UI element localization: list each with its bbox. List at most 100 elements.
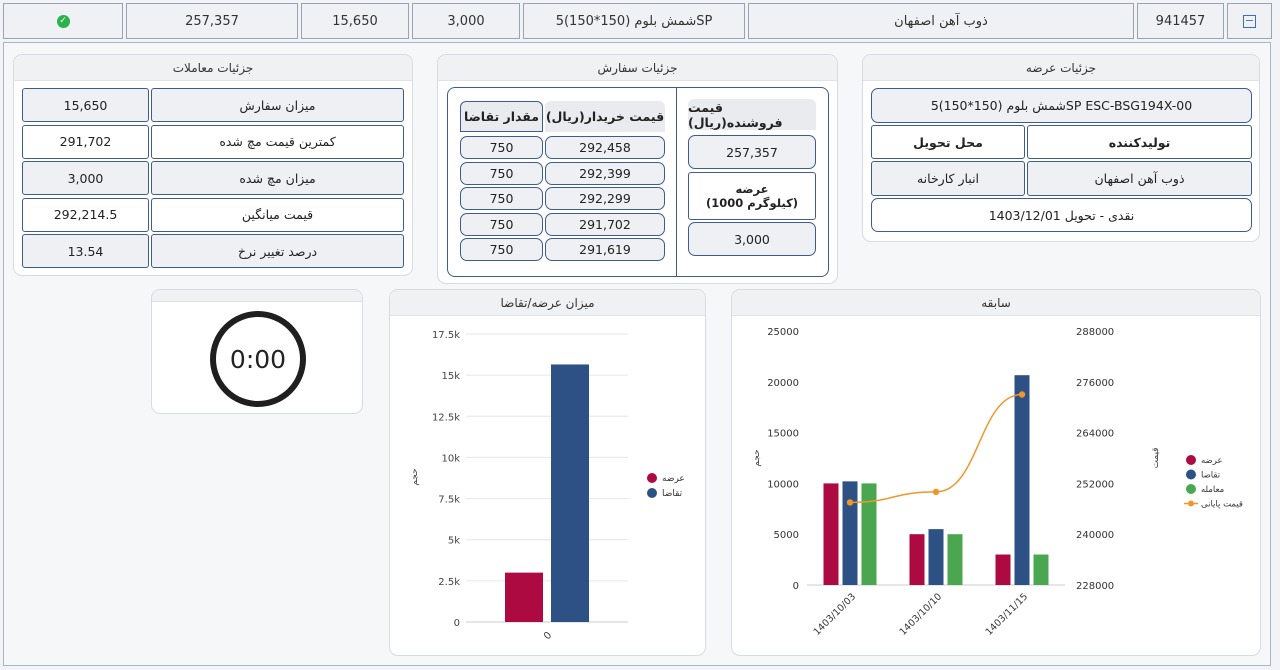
legend-label-1: تقاضا (662, 489, 683, 499)
y2-axis-label: قیمت (1151, 447, 1161, 468)
legend-label-3: قیمت پایانی (1201, 500, 1243, 510)
bar-2-1 (947, 534, 963, 585)
settlement-value: نقدی - تحویل 1403/12/01 (871, 198, 1252, 232)
y-tick-label: 15000 (767, 429, 799, 440)
y-tick-label: 20000 (767, 378, 799, 389)
trade-value: 13.54 (22, 234, 149, 268)
top-summary-row: ✓ 257,357 15,650 3,000 شمش بلوم (150*150… (0, 0, 1280, 42)
offer-product-name: شمش بلوم (150*150)5SP ESC-BSG194X-00 (871, 88, 1252, 123)
buyer-price-cell: 292,458 (545, 136, 665, 159)
delivery-place-label: محل تحویل (871, 125, 1025, 159)
y-tick-label: 0 (454, 618, 460, 629)
history-chart: 0 5000 10000 15000 20000 25000 228000 240000 252… (752, 327, 1243, 638)
seller-price-value: 257,357 (688, 135, 816, 169)
legend-marker-2 (1186, 484, 1196, 494)
x-tick-label: 1403/11/15 (984, 591, 1031, 638)
supply-unit-text: (1000 کیلوگرم) (705, 196, 799, 210)
order-details-card: جزئیات سفارش قیمت فروشنده(ریال) 257,357 … (437, 54, 838, 284)
history-chart-card: سابقه 0 5000 10000 15000 20000 25000 228000 240… (731, 289, 1261, 656)
y-tick-label: 2.5k (438, 577, 460, 588)
demand-qty-header: مقدار تقاضا (460, 101, 543, 132)
check-circle-icon: ✓ (56, 14, 70, 28)
legend-label-0: عرضه (1201, 456, 1223, 466)
y-tick-label: 17.5k (432, 330, 460, 341)
supply-demand-chart-title: میزان عرضه/تقاضا (390, 290, 705, 316)
y2-tick-label: 240000 (1076, 530, 1114, 541)
buyer-price-cell: 292,299 (545, 187, 665, 210)
order-volume-cell: 15,650 (301, 3, 409, 39)
countdown-timer: 0:00 (210, 311, 306, 407)
y2-tick-label: 264000 (1076, 429, 1114, 440)
trade-label: درصد تغییر نرخ (151, 234, 404, 268)
y2-tick-label: 276000 (1076, 378, 1114, 389)
code-cell: 941457 (1137, 3, 1224, 39)
legend-marker-0 (1186, 455, 1196, 465)
timer-value: 0:00 (229, 344, 287, 374)
y-tick-label: 15k (441, 371, 460, 382)
status-cell: ✓ (3, 3, 123, 39)
bar-0-2 (995, 554, 1011, 585)
y-tick-label: 10000 (767, 479, 799, 490)
buyer-price-cell: 291,702 (545, 212, 665, 236)
y-axis-label: حجم (752, 449, 762, 466)
buyer-price-cell: 291,619 (545, 238, 665, 261)
legend-label-2: معامله (1201, 485, 1224, 495)
timer-card-header (152, 290, 362, 302)
demand-qty-cell: 750 (460, 161, 543, 185)
y-axis-label: حجم (410, 468, 420, 485)
x-tick-label: 1403/10/10 (898, 591, 945, 638)
y2-tick-label: 288000 (1076, 327, 1114, 338)
producer-value: ذوب آهن اصفهان (1027, 161, 1252, 196)
order-details-title: جزئیات سفارش (438, 55, 837, 81)
closing-price-line (849, 393, 1023, 504)
bar-0-1 (909, 534, 925, 585)
y-tick-label: 5k (448, 536, 460, 547)
trade-label: قیمت میانگین (151, 197, 404, 232)
x-tick-label: 1403/10/03 (812, 591, 859, 638)
trade-details-title: جزئیات معاملات (14, 55, 412, 81)
supply-demand-chart-card: میزان عرضه/تقاضا 0 2.5k 5k 7.5k 10k 12.5k 15k 1… (389, 289, 706, 656)
supply-value: 3,000 (688, 222, 816, 256)
timer-card: 0:00 (151, 289, 363, 414)
y-tick-label: 10k (441, 453, 460, 464)
trade-value: 291,702 (22, 124, 149, 159)
trade-value: 15,650 (22, 88, 149, 122)
legend-marker-0 (647, 473, 657, 483)
y2-tick-label: 252000 (1076, 479, 1114, 490)
buyer-price-header: قیمت خریدار(ریال) (545, 101, 665, 132)
product-cell: شمش بلوم (150*150)5SP (523, 3, 745, 39)
collapse-row-button[interactable]: − (1227, 3, 1272, 39)
seller-price-header: قیمت فروشنده(ریال) (688, 99, 816, 130)
bar-2-2 (1033, 554, 1049, 585)
history-chart-title: سابقه (732, 290, 1260, 316)
legend-label-0: عرضه (662, 474, 685, 484)
trade-label: میزان سفارش (151, 88, 404, 122)
y2-tick-label: 228000 (1076, 581, 1114, 592)
quantity-cell: 3,000 (412, 3, 520, 39)
y-tick-label: 25000 (767, 327, 799, 338)
bar-1-1 (928, 529, 944, 585)
y-tick-label: 7.5k (438, 495, 460, 506)
bar-0 (505, 572, 543, 622)
order-book-divider (676, 87, 677, 277)
base-price-cell: 257,357 (126, 3, 298, 39)
y-tick-label: 0 (793, 581, 799, 592)
closing-price-point-2 (1018, 391, 1026, 398)
legend-label-1: تقاضا (1201, 471, 1221, 481)
minus-square-icon[interactable]: − (1243, 13, 1256, 28)
supply-label: عرضه (1000 کیلوگرم) (688, 172, 816, 220)
supply-demand-chart: 0 2.5k 5k 7.5k 10k 12.5k 15k 17.5k 0 حجم عرضه تقاضا (410, 330, 685, 642)
y-tick-label: 12.5k (432, 412, 460, 423)
producer-cell: ذوب آهن اصفهان (748, 3, 1134, 39)
bar-1-2 (1014, 375, 1030, 585)
trade-details-card: جزئیات معاملات میزان سفارش 15,650 کمترین ق… (13, 54, 413, 276)
buyer-price-cell: 292,399 (545, 161, 665, 185)
offer-details-card: جزئیات عرضه شمش بلوم (150*150)5SP ESC-BS… (862, 54, 1260, 242)
legend-marker-1 (1186, 469, 1196, 480)
bar-1-0 (842, 481, 858, 585)
closing-price-point-1 (932, 488, 940, 496)
trade-value: 3,000 (22, 161, 149, 195)
bar-2-0 (861, 483, 877, 585)
trade-label: میزان مچ شده (151, 161, 404, 195)
demand-qty-cell: 750 (460, 238, 543, 261)
